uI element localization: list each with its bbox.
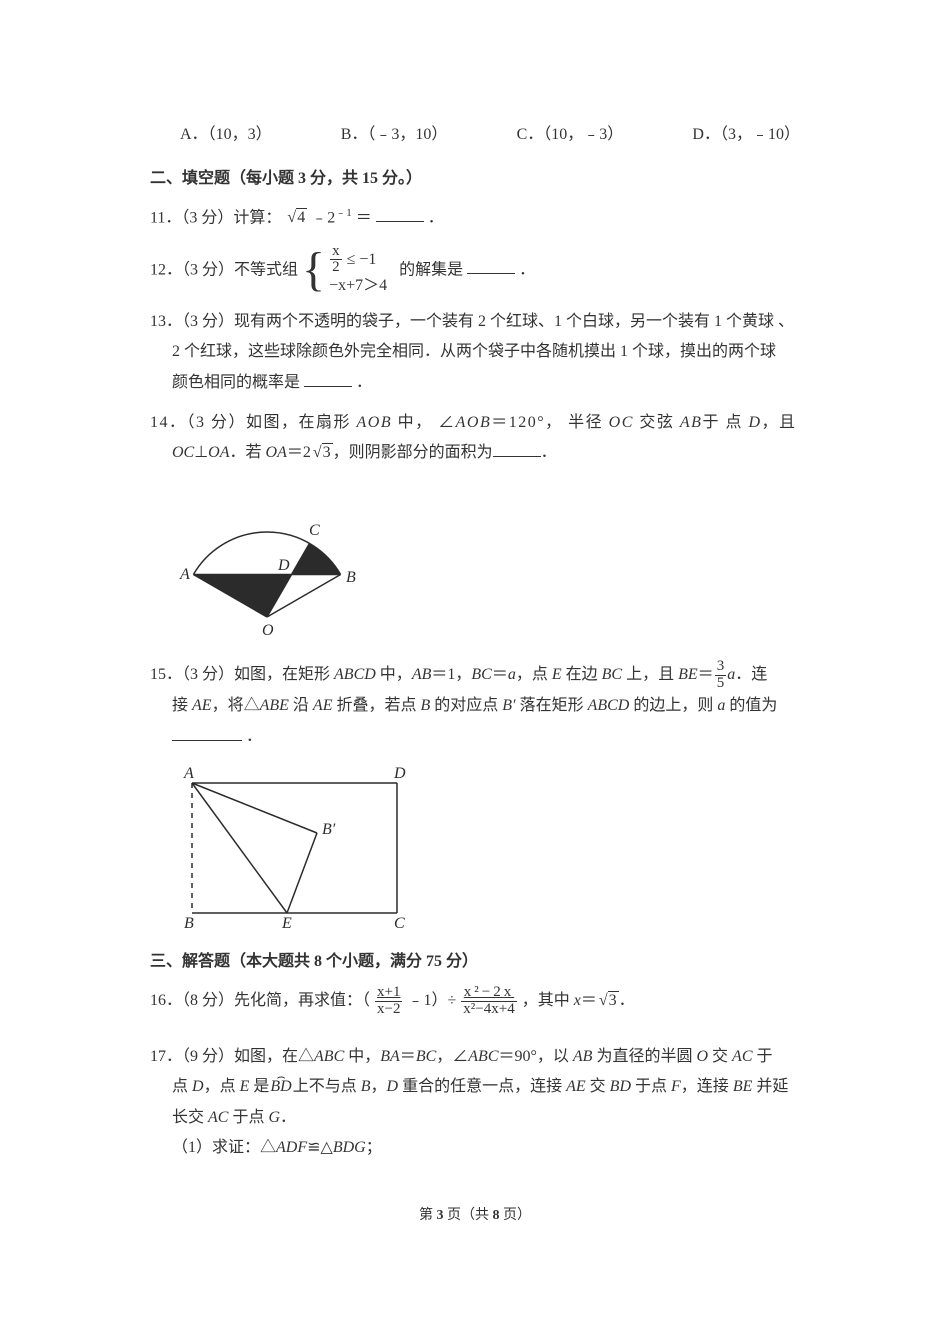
q13-l3a: 颜色相同的概率是 [172,374,300,391]
label-C: C [309,522,320,539]
choice-A-text: （10，3） [208,126,272,143]
label-Bprime: B′ [322,821,336,838]
sector-diagram: A B C D O [172,475,382,645]
choice-B-text: （﹣3，10） [367,126,447,143]
fill-blank [304,370,352,387]
q15-line2: 接 AE，将△ABE 沿 AE 折叠，若点 B 的对应点 B′ 落在矩形 ABC… [150,691,800,721]
q11-radicand: 4 [296,208,307,226]
q16-prefix: 16．（8 分）先化简，再求值：（ [150,992,370,1009]
q13-line2: 2 个红球，这些球除颜色外完全相同．从两个袋子中各随机摸出 1 个球，摸出的两个… [150,337,800,367]
q17-sub1: （1）求证：△ADF≌△BDG； [150,1133,800,1163]
frac-den: x−2 [375,1002,402,1018]
q11-suffix: ． [428,209,444,226]
q11-exp: ﹣1 [335,207,352,219]
label-D: D [277,557,290,574]
rectangle-fold-diagram: A D B C E B′ [172,758,422,933]
q12-suffix: ． [519,261,535,278]
fraction: 35 [715,659,727,692]
q13-l3b: ． [356,374,372,391]
q11-eq: ＝ [356,209,372,226]
page-number-current: 3 [437,1208,444,1223]
left-brace-icon: { [302,246,325,294]
choice-A: A．（10，3） [180,120,272,150]
frac-num: x [330,244,342,261]
choice-D: D．（3，﹣10） [692,120,800,150]
fraction: x+1 x−2 [375,985,402,1018]
brace-block: { x 2 ≤ −1 −x+7＞4 [302,244,387,297]
q15: 15．（3 分）如图，在矩形 ABCD 中，AB＝1，BC＝a，点 E 在边 B… [150,659,800,933]
q12: 12．（3 分）不等式组 { x 2 ≤ −1 −x+7＞4 的解集是 ． [150,244,800,297]
q16: 16．（8 分）先化简，再求值：（ x+1 x−2 ﹣1）÷ x²−2x x²−… [150,985,800,1018]
label-O: O [262,622,274,639]
fraction: x²−2x x²−4x+4 [461,985,516,1018]
q17-line2: 点 D，点 E 是BD上不与点 B，D 重合的任意一点，连接 AE 交 BD 于… [150,1072,800,1102]
q15-figure: A D B C E B′ [150,758,800,933]
label-A: A [183,765,194,782]
q13-line1: 13．（3 分）现有两个不透明的袋子，一个装有 2 个红球、1 个白球，另一个装… [150,307,800,337]
choice-B: B．（﹣3，10） [341,120,448,150]
sqrt-icon: 3 [311,438,333,468]
q16-mid2: ，其中 [522,992,574,1009]
brace-line-2: −x+7＞4 [329,276,387,297]
fill-blank [376,205,424,222]
q16-mid1: ﹣1）÷ [407,992,456,1009]
sqrt-icon: 3 [597,986,619,1016]
q13: 13．（3 分）现有两个不透明的袋子，一个装有 2 个红球、1 个白球，另一个装… [150,307,800,398]
label-D: D [393,765,406,782]
q14: 14．（3 分）如图，在扇形 AOB 中， ∠AOB＝120°， 半径 OC 交… [150,408,800,645]
q10-choices: A．（10，3） B．（﹣3，10） C．（10，﹣3） D．（3，﹣10） [150,120,800,150]
page-number-total: 8 [493,1208,500,1223]
q16-suffix: ． [619,992,635,1009]
section-3-heading: 三、解答题（本大题共 8 个小题，满分 75 分） [150,947,800,977]
q13-line3: 颜色相同的概率是 ． [150,368,800,398]
label-C: C [394,915,405,932]
page-footer: 第 3 页（共 8 页） [150,1203,800,1230]
label-A: A [179,566,190,583]
brace-body: x 2 ≤ −1 −x+7＞4 [329,244,387,297]
sqrt-icon: 4 [285,203,307,233]
q14-line1: 14．（3 分）如图，在扇形 AOB 中， ∠AOB＝120°， 半径 OC 交… [150,408,800,438]
brace-line1-rhs: −1 [359,250,376,267]
q14-figure: A B C D O [150,475,800,645]
page: A．（10，3） B．（﹣3，10） C．（10，﹣3） D．（3，﹣10） 二… [0,0,950,1290]
q17-line3: 长交 AC 于点 G． [150,1103,800,1133]
fill-blank [172,724,242,741]
brace-line-1: x 2 ≤ −1 [329,244,387,277]
q15-line3: ． [150,722,800,752]
label-B: B [346,569,356,586]
q11-prefix: 11．（3 分）计算： [150,209,281,226]
fill-blank [493,440,541,457]
arc-over-icon: BD [269,1072,292,1102]
fill-blank [467,257,515,274]
q15-line1: 15．（3 分）如图，在矩形 ABCD 中，AB＝1，BC＝a，点 E 在边 B… [150,659,800,692]
frac-den: 2 [330,260,342,276]
frac-num: x²−2x [461,985,516,1002]
brace-line1-op: ≤ [347,250,356,267]
fraction: x 2 [330,244,342,277]
label-B: B [184,915,194,932]
choice-D-text: （3，﹣10） [720,126,800,143]
q17-line1: 17．（9 分）如图，在△ABC 中，BA＝BC，∠ABC＝90°，以 AB 为… [150,1042,800,1072]
q11: 11．（3 分）计算： 4 ﹣2﹣1 ＝ ． [150,203,800,234]
frac-den: x²−4x+4 [461,1002,516,1018]
q12-mid: 的解集是 [399,261,463,278]
frac-num: x+1 [375,985,402,1002]
label-E: E [281,915,292,932]
q12-prefix: 12．（3 分）不等式组 [150,261,298,278]
q11-minus: ﹣2 [311,209,335,226]
choice-C-text: （10，﹣3） [543,126,623,143]
choice-C: C．（10，﹣3） [517,120,624,150]
section-2-heading: 二、填空题（每小题 3 分，共 15 分。） [150,164,800,194]
q17: 17．（9 分）如图，在△ABC 中，BA＝BC，∠ABC＝90°，以 AB 为… [150,1042,800,1164]
q14-line2: OC⊥OA．若 OA＝23，则阴影部分的面积为． [150,438,800,468]
